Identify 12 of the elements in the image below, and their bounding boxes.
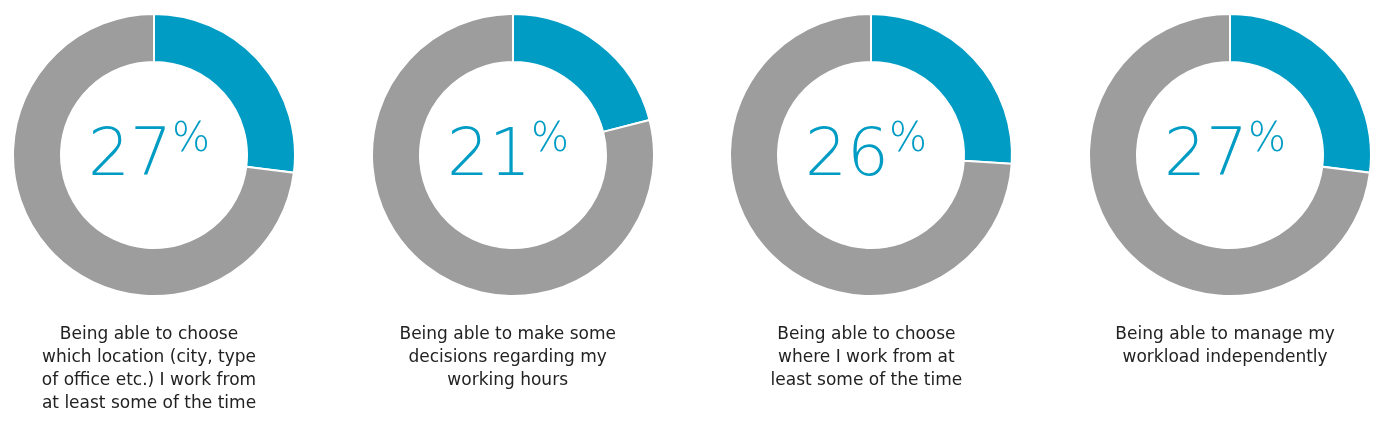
text: Being able to choose which location (city, type of office etc.) I work from at least some of the time [40, 322, 258, 414]
donut-slice [729, 13, 1014, 297]
text: 27$^{%}$ [88, 114, 210, 191]
text: Being able to make some decisions regarding my working hours [398, 322, 617, 391]
donut-slice [12, 13, 295, 297]
donut-slice [370, 13, 655, 297]
donut-slice [1088, 13, 1371, 297]
text: 26$^{%}$ [805, 114, 928, 191]
text: Being able to choose where I work from at least some of the time [769, 322, 964, 391]
text: 27$^{%}$ [1164, 114, 1287, 191]
text: Being able to manage my workload independently [1115, 322, 1336, 368]
text: 21$^{%}$ [446, 114, 569, 191]
